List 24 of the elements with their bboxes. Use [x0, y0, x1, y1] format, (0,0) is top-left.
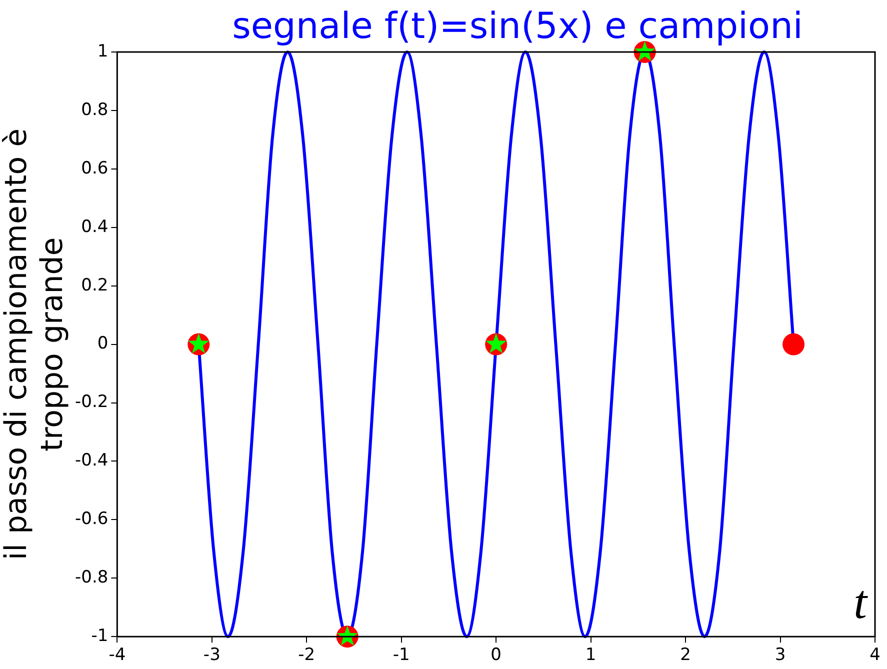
y-tick-label: -1: [91, 626, 108, 646]
x-axis-title: t: [854, 575, 867, 630]
y-tick-label: 0.8: [81, 100, 108, 120]
x-tick-label: 2: [680, 645, 691, 666]
y-axis-title: il passo di campionamento è troppo grande: [0, 128, 70, 560]
x-tick-label: -2: [298, 645, 316, 666]
y-tick-label: -0.4: [75, 450, 108, 471]
x-tick-label: -4: [108, 645, 126, 666]
y-tick-label: -0.6: [75, 509, 108, 530]
chart-title: segnale f(t)=sin(5x) e campioni: [231, 6, 804, 47]
x-tick-label: 0: [490, 645, 502, 666]
x-tick-label: 1: [585, 645, 596, 666]
x-tick-label: -1: [392, 645, 410, 666]
y-tick-label: 0.2: [81, 275, 108, 296]
y-tick-label: 0.6: [81, 158, 108, 178]
x-tick-label: -3: [203, 645, 220, 666]
point: [782, 333, 805, 356]
y-tick-label: -0.8: [75, 568, 108, 588]
y-tick-label: -0.2: [75, 392, 108, 412]
y-tick-label: 1: [97, 41, 108, 62]
y-tick-label: 0: [97, 334, 108, 354]
x-tick-label: 3: [774, 645, 786, 666]
x-tick-label: 4: [870, 645, 880, 666]
y-tick-label: 0.4: [81, 216, 108, 237]
